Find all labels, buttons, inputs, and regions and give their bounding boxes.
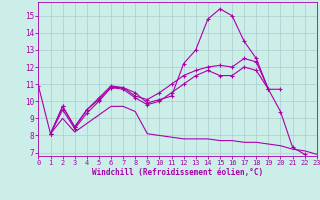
X-axis label: Windchill (Refroidissement éolien,°C): Windchill (Refroidissement éolien,°C) bbox=[92, 168, 263, 177]
